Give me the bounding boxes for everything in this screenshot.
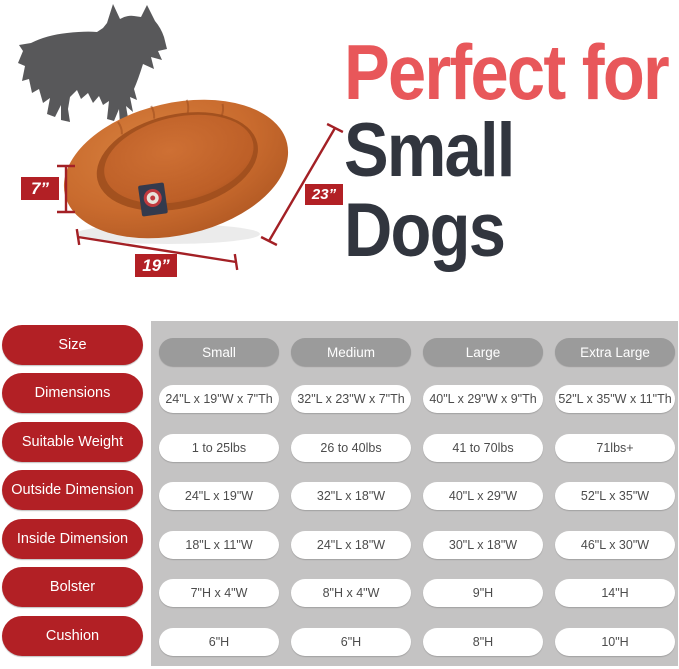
table-cell: 6"H — [291, 628, 411, 656]
row-label-dimensions: Dimensions — [2, 373, 143, 413]
column-header-medium: Medium — [291, 338, 411, 366]
table-cell: 71lbs+ — [555, 434, 675, 462]
column-header-extra-large: Extra Large — [555, 338, 675, 366]
table-cell: 18"L x 11"W — [159, 531, 279, 559]
bolster-height-callout: 7” — [21, 177, 59, 200]
table-cell: 9"H — [423, 579, 543, 607]
table-cell: 46"L x 30"W — [555, 531, 675, 559]
table-cell: 30"L x 18"W — [423, 531, 543, 559]
table-cell: 14"H — [555, 579, 675, 607]
headline-accent: Perfect for — [344, 28, 670, 116]
hero-section: 7” 19” 23” Perfect for Small Dogs — [0, 0, 679, 320]
table-cell: 8"H x 4"W — [291, 579, 411, 607]
table-cell: 24"L x 19"W x 7"Th — [159, 385, 279, 413]
dog-silhouette — [18, 4, 167, 124]
headline-line3: Dogs — [344, 188, 506, 273]
row-label-outside-dimension: Outside Dimension — [2, 470, 143, 510]
table-cell: 7"H x 4"W — [159, 579, 279, 607]
row-label-cushion: Cushion — [2, 616, 143, 656]
table-cell: 24"L x 19"W — [159, 482, 279, 510]
dog-bed-image — [63, 99, 289, 244]
table-cell: 32"L x 18"W — [291, 482, 411, 510]
table-cell: 52"L x 35"W x 11"Th — [555, 385, 675, 413]
bed-length-callout: 23” — [305, 184, 343, 205]
bed-width-callout: 19” — [135, 254, 177, 277]
table-cell: 41 to 70lbs — [423, 434, 543, 462]
column-header-large: Large — [423, 338, 543, 366]
table-cell: 1 to 25lbs — [159, 434, 279, 462]
table-cell: 32"L x 23"W x 7"Th — [291, 385, 411, 413]
table-cell: 10"H — [555, 628, 675, 656]
row-label-inside-dimension: Inside Dimension — [2, 519, 143, 559]
table-cell: 24"L x 18"W — [291, 531, 411, 559]
column-header-small: Small — [159, 338, 279, 366]
table-cell: 8"H — [423, 628, 543, 656]
row-label-size: Size — [2, 325, 143, 365]
table-cell: 40"L x 29"W — [423, 482, 543, 510]
table-cell: 40"L x 29"W x 9"Th — [423, 385, 543, 413]
table-cell: 26 to 40lbs — [291, 434, 411, 462]
row-label-suitable-weight: Suitable Weight — [2, 422, 143, 462]
headline-line2: Small — [344, 108, 515, 193]
row-label-bolster: Bolster — [2, 567, 143, 607]
brand-tag — [138, 182, 168, 217]
table-cell: 52"L x 35"W — [555, 482, 675, 510]
table-cell: 6"H — [159, 628, 279, 656]
